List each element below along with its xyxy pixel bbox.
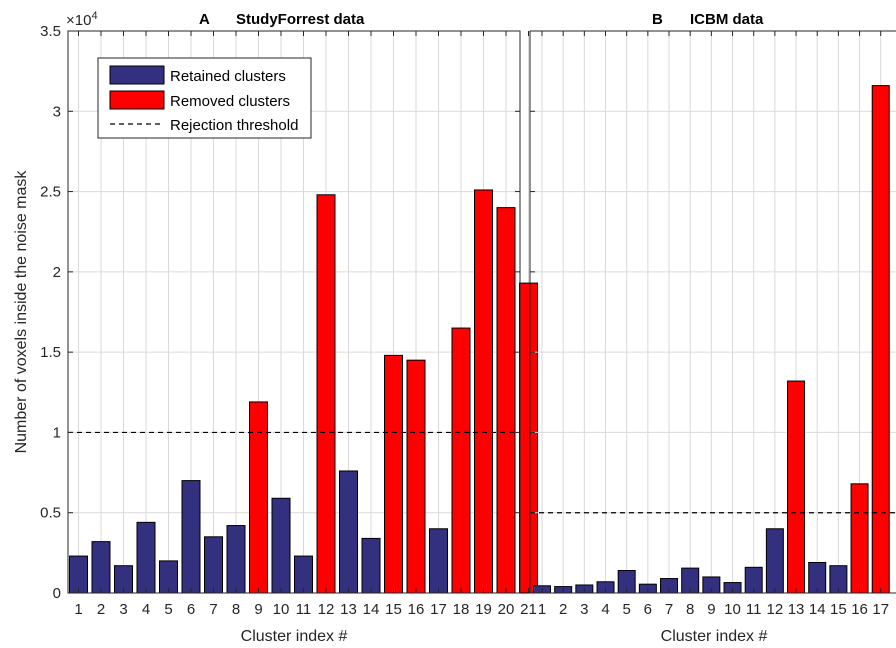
legend-swatch-retained — [109, 65, 165, 85]
y-multiplier: ×104 — [66, 10, 98, 29]
grid-b — [530, 30, 896, 594]
bar-a-cluster-1 — [69, 555, 88, 594]
x-tick-label: 15 — [385, 601, 402, 618]
x-tick-label: 12 — [767, 601, 784, 618]
bar-a-cluster-13 — [339, 470, 358, 594]
bar-a-cluster-21 — [519, 282, 538, 594]
y-tick-label: 2.5 — [40, 184, 61, 201]
x-tick-label: 5 — [623, 601, 631, 618]
x-tick-label: 13 — [788, 601, 805, 618]
bar-a-cluster-8 — [226, 525, 246, 594]
bar-a-cluster-17 — [429, 528, 448, 594]
bar-a-cluster-18 — [451, 327, 471, 594]
panel-b-letter: B — [652, 11, 663, 28]
bar-a-cluster-2 — [91, 541, 111, 594]
y-ticks-b — [530, 30, 535, 594]
bar-a-cluster-6 — [181, 480, 201, 594]
x-tick-label: 2 — [559, 601, 567, 618]
legend: Retained clusters Removed clusters Rejec… — [97, 57, 312, 139]
bar-b-cluster-13 — [787, 380, 806, 594]
x-tick-label: 5 — [164, 601, 172, 618]
x-tick-label: 6 — [644, 601, 652, 618]
x-tick-label: 9 — [254, 601, 262, 618]
panel-b-title: ICBM data — [690, 11, 764, 28]
x-tick-label: 6 — [187, 601, 195, 618]
x-tick-label: 16 — [851, 601, 868, 618]
bar-a-cluster-11 — [294, 555, 313, 594]
x-tick-label: 8 — [686, 601, 694, 618]
x-tick-label: 1 — [74, 601, 82, 618]
x-tick-label: 3 — [580, 601, 588, 618]
bar-a-cluster-20 — [496, 207, 516, 594]
panel-a-letter: A — [199, 11, 210, 28]
x-tick-label: 20 — [498, 601, 515, 618]
x-tick-label: 21 — [520, 601, 537, 618]
legend-label-threshold: Rejection threshold — [170, 117, 298, 134]
x-tick-label: 12 — [318, 601, 335, 618]
x-tick-label: 19 — [475, 601, 492, 618]
x-tick-label: 10 — [273, 601, 290, 618]
x-tick-label: 3 — [119, 601, 127, 618]
x-tick-label: 2 — [97, 601, 105, 618]
x-tick-label: 16 — [408, 601, 425, 618]
y-axis-label: Number of voxels inside the noise mask — [13, 170, 30, 454]
x-tick-label: 9 — [707, 601, 715, 618]
legend-swatch-removed — [109, 90, 165, 110]
x-tick-label: 4 — [601, 601, 609, 618]
x-tick-label: 15 — [830, 601, 847, 618]
y-ticks-a: 0 0.5 1 1.5 2 2.5 3 3.5 — [40, 23, 520, 602]
panel-a: 00.511.522.533.5 1 2 3 4 5 6 7 8 9 10 11 12 13 14 15 16… — [13, 10, 538, 645]
legend-label-retained: Retained clusters — [170, 68, 286, 85]
y-multiplier-exponent: 4 — [91, 10, 97, 22]
x-ticks-a: 1 2 3 4 5 6 7 8 9 10 11 12 13 14 15 16 17 18 19 20 21 — [74, 31, 537, 618]
x-tick-label: 17 — [872, 601, 889, 618]
y-tick-label: 1 — [53, 424, 61, 441]
x-tick-label: 7 — [665, 601, 673, 618]
bar-a-cluster-16 — [406, 359, 426, 594]
x-tick-label: 11 — [296, 601, 312, 618]
panel-b: 1 2 3 4 5 6 7 8 9 10 11 12 13 14 15 16 17 B ICBM data Cl… — [529, 11, 896, 645]
x-tick-label: 11 — [746, 601, 762, 618]
panel-a-title: StudyForrest data — [236, 11, 365, 28]
y-tick-label: 3.5 — [40, 23, 61, 40]
x-tick-label: 7 — [209, 601, 217, 618]
bar-a-cluster-15 — [384, 354, 403, 594]
bar-a-cluster-12 — [316, 194, 336, 594]
y-tick-label: 0 — [53, 585, 61, 602]
plot-frame-b — [529, 30, 896, 594]
bar-a-cluster-7 — [204, 536, 223, 594]
y-tick-label: 3 — [53, 103, 61, 120]
legend-label-removed: Removed clusters — [170, 93, 290, 110]
bar-b-cluster-16 — [850, 483, 869, 594]
x-ticks-b: 1 2 3 4 5 6 7 8 9 10 11 12 13 14 15 16 17 — [538, 31, 889, 618]
bar-a-cluster-4 — [136, 521, 156, 594]
x-tick-label: 4 — [142, 601, 150, 618]
y-tick-label: 0.5 — [40, 505, 61, 522]
x-tick-label: 1 — [538, 601, 546, 618]
bar-a-cluster-9 — [249, 401, 268, 594]
bar-b-cluster-12 — [765, 528, 784, 594]
bar-a-cluster-10 — [271, 497, 291, 594]
x-tick-label: 10 — [724, 601, 741, 618]
x-tick-label: 8 — [232, 601, 240, 618]
x-tick-label: 17 — [430, 601, 447, 618]
x-axis-label-b: Cluster index # — [661, 628, 768, 645]
x-tick-label: 13 — [340, 601, 357, 618]
bar-a-cluster-14 — [361, 537, 381, 594]
y-tick-label: 2 — [53, 264, 61, 281]
x-tick-label: 14 — [809, 601, 826, 618]
bars-a — [69, 189, 538, 594]
x-tick-label: 18 — [453, 601, 470, 618]
y-tick-label: 1.5 — [40, 344, 61, 361]
bar-b-cluster-17 — [871, 85, 890, 594]
plot-frame-a — [67, 30, 521, 594]
x-axis-label-a: Cluster index # — [241, 628, 348, 645]
bar-a-cluster-19 — [474, 189, 493, 594]
x-tick-label: 14 — [363, 601, 380, 618]
